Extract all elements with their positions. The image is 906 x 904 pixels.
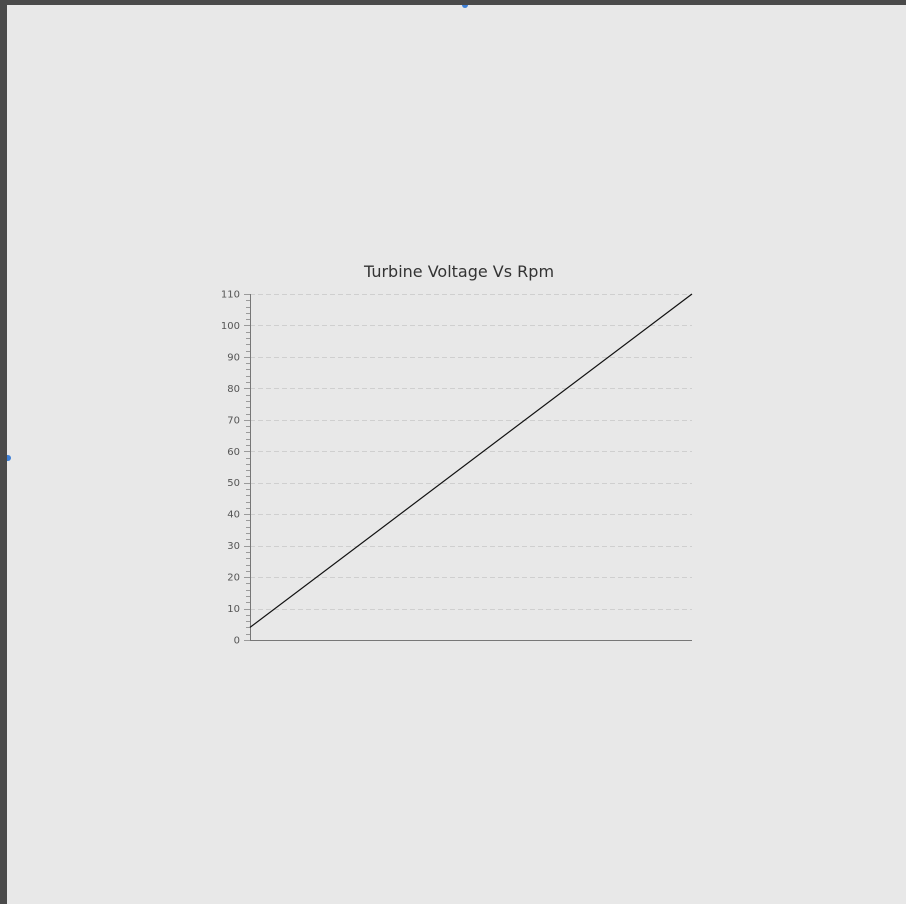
y-tick-label: 70 — [227, 415, 240, 426]
y-tick-label: 10 — [227, 604, 240, 615]
y-tick-label: 50 — [227, 478, 240, 489]
y-tick-label: 30 — [227, 541, 240, 552]
axes — [250, 294, 692, 641]
y-tick-label: 100 — [221, 321, 240, 332]
minor-ticks — [244, 294, 250, 641]
y-tick-label: 60 — [227, 447, 240, 458]
y-tick-label: 40 — [227, 510, 240, 521]
chart-title: Turbine Voltage Vs Rpm — [363, 262, 555, 281]
y-tick-label: 20 — [227, 573, 240, 584]
y-tick-label: 0 — [234, 636, 240, 647]
y-tick-label: 80 — [227, 384, 240, 395]
y-tick-label: 110 — [221, 290, 240, 301]
y-tick-label: 90 — [227, 352, 240, 363]
resize-handle-left[interactable] — [7, 455, 11, 461]
grid-lines — [250, 294, 692, 610]
series-lines — [249, 293, 693, 628]
y-tick-labels: 0 10 20 30 40 50 60 70 80 90 100 110 — [221, 290, 240, 647]
series-line — [249, 293, 693, 628]
resize-handle-top[interactable] — [462, 5, 468, 8]
chart-window — [7, 5, 906, 904]
